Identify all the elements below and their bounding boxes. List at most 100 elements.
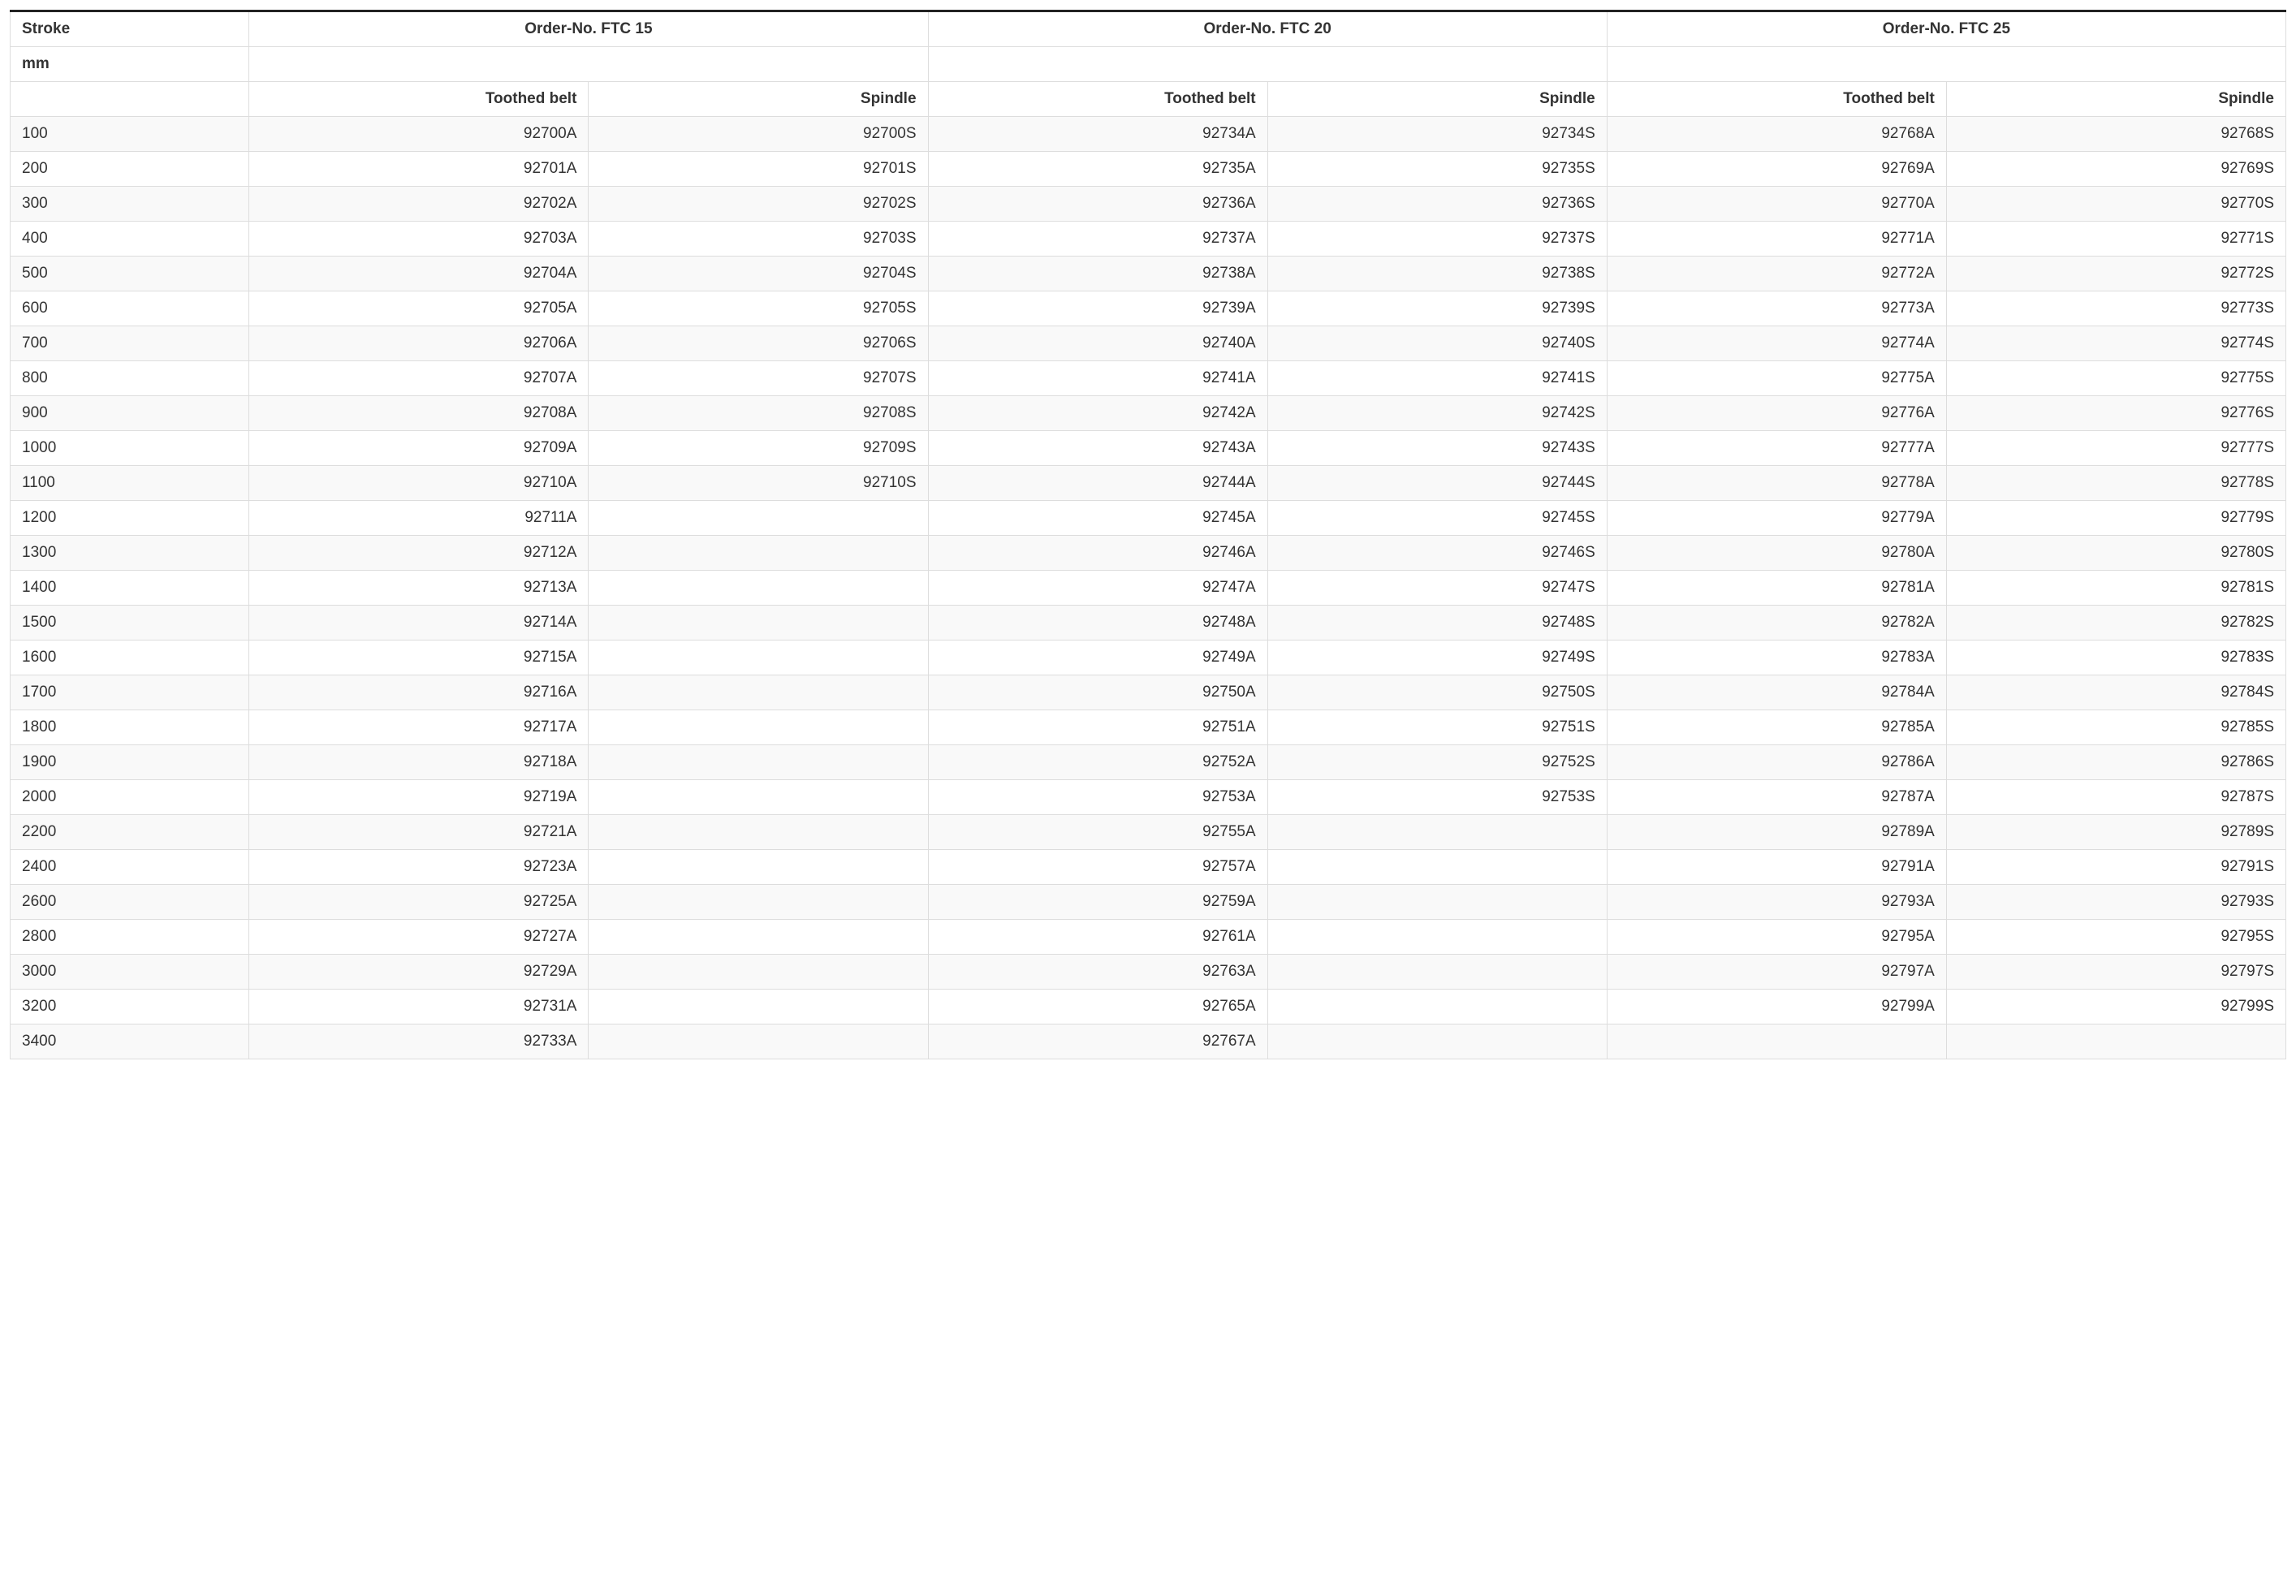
- header-row-2: mm: [11, 47, 2286, 82]
- cell-ftc25-spindle: 92789S: [1946, 815, 2285, 850]
- cell-ftc20-belt: 92763A: [928, 955, 1267, 990]
- cell-stroke: 1600: [11, 641, 249, 675]
- table-row: 100092709A92709S92743A92743S92777A92777S: [11, 431, 2286, 466]
- cell-ftc25-belt: 92781A: [1607, 571, 1946, 606]
- cell-stroke: 700: [11, 326, 249, 361]
- cell-stroke: 3000: [11, 955, 249, 990]
- cell-ftc25-spindle: 92768S: [1946, 117, 2285, 152]
- cell-stroke: 100: [11, 117, 249, 152]
- cell-ftc15-spindle: [589, 1024, 928, 1059]
- sub-header-belt: Toothed belt: [249, 82, 589, 117]
- cell-ftc25-belt: 92779A: [1607, 501, 1946, 536]
- table-row: 170092716A92750A92750S92784A92784S: [11, 675, 2286, 710]
- header-row-3: Toothed belt Spindle Toothed belt Spindl…: [11, 82, 2286, 117]
- cell-ftc20-belt: 92753A: [928, 780, 1267, 815]
- cell-ftc25-spindle: 92785S: [1946, 710, 2285, 745]
- order-number-table: Stroke Order-No. FTC 15 Order-No. FTC 20…: [10, 10, 2286, 1059]
- cell-ftc20-spindle: 92744S: [1267, 466, 1607, 501]
- table-row: 130092712A92746A92746S92780A92780S: [11, 536, 2286, 571]
- cell-ftc15-belt: 92719A: [249, 780, 589, 815]
- cell-ftc15-spindle: 92710S: [589, 466, 928, 501]
- cell-ftc25-belt: 92789A: [1607, 815, 1946, 850]
- cell-ftc25-spindle: 92795S: [1946, 920, 2285, 955]
- cell-ftc25-spindle: 92781S: [1946, 571, 2285, 606]
- cell-ftc15-belt: 92712A: [249, 536, 589, 571]
- cell-ftc20-belt: 92750A: [928, 675, 1267, 710]
- cell-ftc15-belt: 92704A: [249, 257, 589, 291]
- table-row: 150092714A92748A92748S92782A92782S: [11, 606, 2286, 641]
- cell-ftc15-belt: 92701A: [249, 152, 589, 187]
- cell-ftc20-spindle: 92734S: [1267, 117, 1607, 152]
- cell-ftc25-belt: 92783A: [1607, 641, 1946, 675]
- cell-ftc25-spindle: 92780S: [1946, 536, 2285, 571]
- cell-ftc25-belt: 92793A: [1607, 885, 1946, 920]
- cell-stroke: 2800: [11, 920, 249, 955]
- cell-ftc15-spindle: [589, 955, 928, 990]
- cell-ftc15-spindle: 92701S: [589, 152, 928, 187]
- cell-ftc20-belt: 92740A: [928, 326, 1267, 361]
- cell-stroke: 600: [11, 291, 249, 326]
- cell-ftc15-belt: 92733A: [249, 1024, 589, 1059]
- cell-ftc20-spindle: 92747S: [1267, 571, 1607, 606]
- cell-ftc15-spindle: [589, 606, 928, 641]
- cell-ftc25-spindle: 92784S: [1946, 675, 2285, 710]
- cell-ftc15-spindle: 92709S: [589, 431, 928, 466]
- cell-stroke: 1000: [11, 431, 249, 466]
- cell-ftc15-spindle: 92708S: [589, 396, 928, 431]
- cell-ftc15-spindle: [589, 571, 928, 606]
- cell-ftc15-spindle: [589, 815, 928, 850]
- col-group-ftc20: Order-No. FTC 20: [928, 11, 1607, 47]
- cell-ftc25-spindle: 92769S: [1946, 152, 2285, 187]
- unit-label: mm: [11, 47, 249, 82]
- cell-ftc20-belt: 92759A: [928, 885, 1267, 920]
- cell-ftc15-spindle: [589, 675, 928, 710]
- cell-stroke: 1500: [11, 606, 249, 641]
- cell-ftc15-spindle: 92707S: [589, 361, 928, 396]
- cell-stroke: 1300: [11, 536, 249, 571]
- table-row: 80092707A92707S92741A92741S92775A92775S: [11, 361, 2286, 396]
- cell-ftc25-belt: 92771A: [1607, 222, 1946, 257]
- cell-ftc25-belt: 92778A: [1607, 466, 1946, 501]
- cell-ftc25-spindle: 92772S: [1946, 257, 2285, 291]
- table-row: 50092704A92704S92738A92738S92772A92772S: [11, 257, 2286, 291]
- cell-ftc15-belt: 92709A: [249, 431, 589, 466]
- cell-ftc25-belt: 92777A: [1607, 431, 1946, 466]
- sub-header-spindle: Spindle: [1267, 82, 1607, 117]
- table-row: 30092702A92702S92736A92736S92770A92770S: [11, 187, 2286, 222]
- cell-ftc15-belt: 92700A: [249, 117, 589, 152]
- table-row: 70092706A92706S92740A92740S92774A92774S: [11, 326, 2286, 361]
- cell-ftc15-belt: 92713A: [249, 571, 589, 606]
- cell-ftc15-spindle: [589, 745, 928, 780]
- cell-ftc25-belt: 92770A: [1607, 187, 1946, 222]
- cell-ftc15-belt: 92707A: [249, 361, 589, 396]
- cell-ftc15-spindle: 92700S: [589, 117, 928, 152]
- cell-ftc20-belt: 92755A: [928, 815, 1267, 850]
- cell-ftc25-belt: [1607, 1024, 1946, 1059]
- cell-ftc25-spindle: [1946, 1024, 2285, 1059]
- cell-ftc15-belt: 92717A: [249, 710, 589, 745]
- cell-ftc20-spindle: 92746S: [1267, 536, 1607, 571]
- cell-ftc20-belt: 92739A: [928, 291, 1267, 326]
- cell-ftc20-spindle: 92739S: [1267, 291, 1607, 326]
- cell-ftc20-belt: 92743A: [928, 431, 1267, 466]
- cell-ftc15-belt: 92705A: [249, 291, 589, 326]
- cell-stroke: 3400: [11, 1024, 249, 1059]
- cell-ftc15-belt: 92718A: [249, 745, 589, 780]
- cell-ftc25-belt: 92797A: [1607, 955, 1946, 990]
- cell-ftc15-belt: 92706A: [249, 326, 589, 361]
- cell-ftc25-spindle: 92783S: [1946, 641, 2285, 675]
- table-row: 280092727A92761A92795A92795S: [11, 920, 2286, 955]
- sub-header-belt: Toothed belt: [1607, 82, 1946, 117]
- cell-ftc15-spindle: 92702S: [589, 187, 928, 222]
- cell-ftc15-spindle: [589, 536, 928, 571]
- cell-ftc15-belt: 92721A: [249, 815, 589, 850]
- cell-ftc25-spindle: 92791S: [1946, 850, 2285, 885]
- cell-ftc15-belt: 92725A: [249, 885, 589, 920]
- cell-ftc15-belt: 92702A: [249, 187, 589, 222]
- cell-ftc15-spindle: [589, 501, 928, 536]
- cell-ftc20-spindle: 92742S: [1267, 396, 1607, 431]
- cell-ftc25-belt: 92786A: [1607, 745, 1946, 780]
- cell-ftc15-belt: 92716A: [249, 675, 589, 710]
- cell-ftc20-belt: 92765A: [928, 990, 1267, 1024]
- cell-stroke: 1200: [11, 501, 249, 536]
